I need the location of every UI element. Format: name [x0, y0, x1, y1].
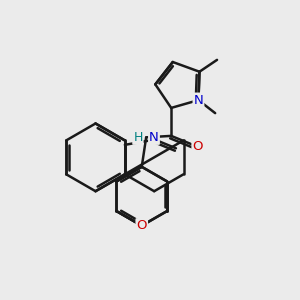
Text: N: N: [149, 131, 159, 144]
Text: O: O: [192, 140, 203, 153]
Text: H: H: [133, 131, 142, 144]
Text: O: O: [136, 219, 147, 232]
Text: N: N: [194, 94, 203, 106]
